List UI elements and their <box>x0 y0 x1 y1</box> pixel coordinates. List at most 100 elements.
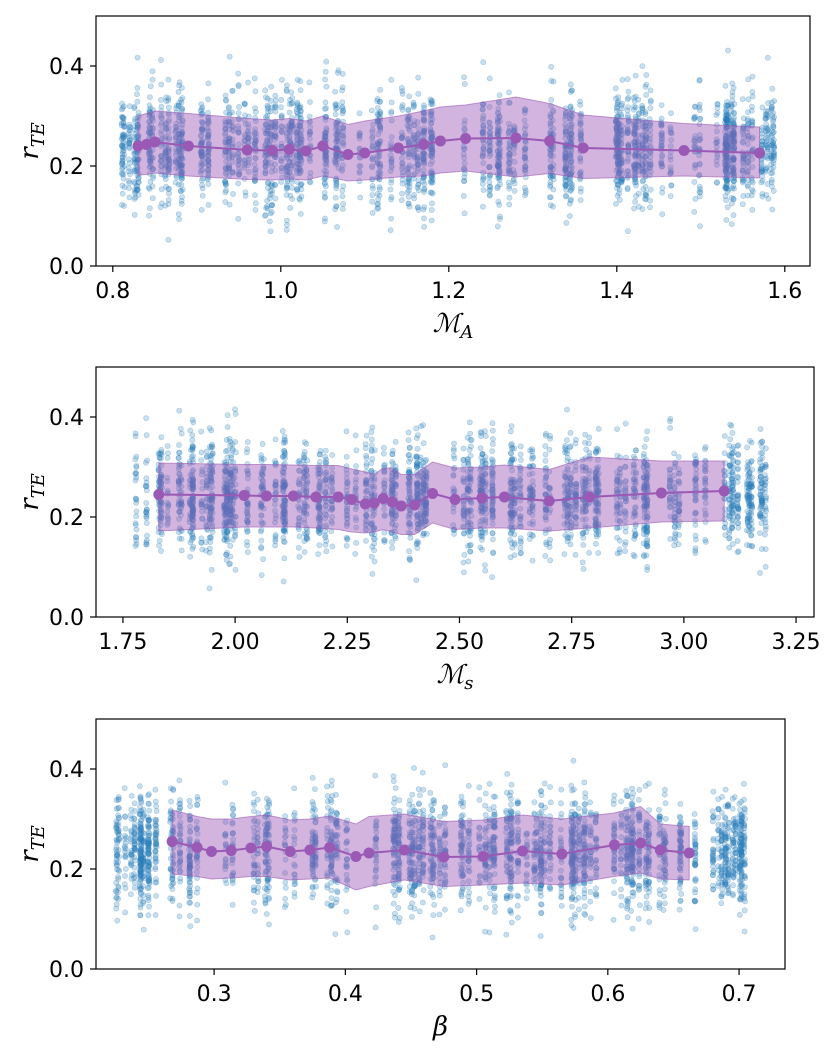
scatter-point <box>322 453 329 460</box>
scatter-point <box>131 133 138 140</box>
scatter-point <box>388 76 395 83</box>
scatter-point <box>297 87 304 94</box>
scatter-point <box>728 142 735 148</box>
scatter-point <box>199 156 206 163</box>
scatter-point <box>731 115 737 121</box>
scatter-point <box>762 116 769 123</box>
scatter-point <box>120 103 127 110</box>
scatter-point <box>770 116 776 123</box>
scatter-point <box>376 111 383 117</box>
scatter-point <box>511 456 517 463</box>
scatter-point <box>296 195 303 202</box>
scatter-point <box>204 158 211 164</box>
scatter-point <box>294 128 301 135</box>
scatter-point <box>547 164 554 171</box>
scatter-point <box>376 168 383 175</box>
scatter-point <box>642 196 649 203</box>
scatter-point <box>158 128 165 134</box>
mean-marker <box>678 145 690 156</box>
scatter-point <box>158 120 165 126</box>
scatter-point <box>135 109 142 116</box>
scatter-point <box>643 135 649 142</box>
scatter-point <box>294 133 300 140</box>
scatter-point <box>768 155 775 162</box>
scatter-point <box>199 138 206 144</box>
scatter-point <box>730 155 737 162</box>
scatter-point <box>165 76 172 83</box>
scatter-point <box>295 544 302 551</box>
scatter-point <box>388 110 395 116</box>
scatter-point <box>332 159 339 166</box>
scatter-point <box>567 429 574 436</box>
scatter-point <box>547 111 554 118</box>
scatter-point <box>235 83 242 90</box>
scatter-point <box>388 215 394 222</box>
scatter-point <box>427 161 434 168</box>
scatter-point <box>728 221 735 227</box>
scatter-point <box>317 451 323 458</box>
scatter-point <box>563 219 570 226</box>
scatter-point <box>614 104 621 110</box>
scatter-point <box>121 143 128 150</box>
scatter-point <box>729 131 736 138</box>
scatter-point <box>494 119 501 125</box>
scatter-point <box>725 111 732 118</box>
scatter-point <box>769 103 775 110</box>
scatter-point <box>266 195 273 202</box>
scatter-point <box>134 54 141 61</box>
scatter-point <box>376 122 383 129</box>
scatter-point <box>506 159 513 166</box>
scatter-point <box>614 426 620 432</box>
scatter-point <box>173 127 180 133</box>
scatter-point <box>486 164 493 170</box>
scatter-point <box>204 152 211 159</box>
scatter-point <box>134 91 140 98</box>
scatter-point <box>643 134 650 141</box>
scatter-point <box>730 119 737 126</box>
scatter-point <box>730 84 737 91</box>
scatter-point <box>506 150 513 157</box>
scatter-point <box>642 122 649 129</box>
scatter-point <box>376 153 383 159</box>
scatter-point <box>149 183 156 190</box>
scatter-point <box>236 171 242 178</box>
scatter-point <box>294 167 301 174</box>
scatter-point <box>451 440 457 447</box>
scatter-point <box>333 124 340 130</box>
scatter-point <box>251 161 258 168</box>
scatter-point <box>639 142 646 149</box>
scatter-point <box>333 154 340 161</box>
scatter-point <box>199 161 206 168</box>
scatter-point <box>642 109 649 115</box>
scatter-point <box>322 151 329 157</box>
scatter-point <box>280 578 287 585</box>
scatter-point <box>494 109 501 116</box>
scatter-point <box>487 184 493 190</box>
scatter-point <box>229 109 235 116</box>
scatter-point <box>728 101 735 108</box>
scatter-point <box>278 123 285 130</box>
scatter-point <box>729 97 736 104</box>
scatter-point <box>294 165 301 172</box>
scatter-point <box>757 570 763 576</box>
scatter-point <box>731 129 737 136</box>
scatter-point <box>494 115 501 122</box>
scatter-point <box>158 57 164 63</box>
scatter-point <box>577 102 584 108</box>
scatter-point <box>198 101 205 107</box>
scatter-point <box>420 440 427 447</box>
scatter-point <box>297 123 304 130</box>
scatter-point <box>294 186 301 193</box>
scatter-point <box>622 548 629 554</box>
scatter-point <box>172 152 179 159</box>
scatter-point <box>269 201 276 208</box>
scatter-point <box>333 151 340 158</box>
scatter-point <box>203 448 210 455</box>
scatter-point <box>461 178 467 185</box>
scatter-point <box>298 193 305 200</box>
scatter-point <box>205 132 212 139</box>
scatter-point <box>175 181 182 188</box>
scatter-point <box>428 179 435 186</box>
scatter-point <box>429 175 436 182</box>
scatter-point <box>632 153 639 160</box>
